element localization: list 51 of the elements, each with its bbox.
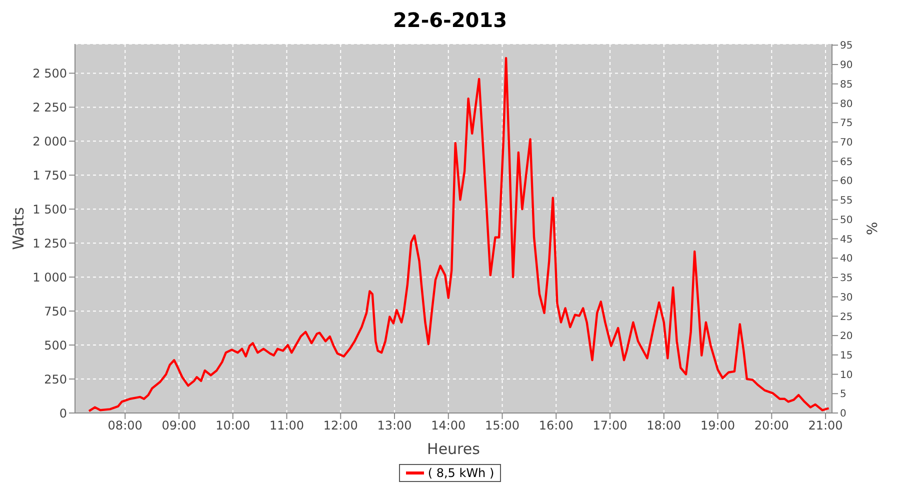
y2-tick-label: 35 xyxy=(840,273,853,284)
y-tick-label: 1 000 xyxy=(32,270,67,284)
y-tick-label: 750 xyxy=(44,304,67,318)
x-tick-label: 09:00 xyxy=(162,418,196,433)
y2-tick-label: 50 xyxy=(840,214,853,226)
chart-title: 22-6-2013 xyxy=(392,8,508,34)
x-tick-label: 16:00 xyxy=(538,418,574,433)
x-tick-label: 19:00 xyxy=(700,418,736,433)
y2-tick-label: 70 xyxy=(840,138,853,149)
x-tick-label: 20:00 xyxy=(754,418,789,433)
y2-tick-label: 65 xyxy=(840,156,853,168)
y2-tick-label: 45 xyxy=(840,234,853,246)
x-tick-label: 13:00 xyxy=(377,418,412,433)
y2-tick-label: 75 xyxy=(840,118,853,130)
y2-axis-title: % xyxy=(864,222,881,236)
y2-tick-label: 90 xyxy=(840,60,853,72)
y2-tick-label: 30 xyxy=(840,292,853,304)
x-tick-label: 14:00 xyxy=(431,418,466,433)
x-tick-label: 10:00 xyxy=(216,418,250,433)
y2-tick-label: 40 xyxy=(840,254,853,265)
line-series xyxy=(88,57,830,412)
y2-tick-label: 60 xyxy=(840,176,853,188)
x-tick-label: 12:00 xyxy=(323,418,358,433)
x-tick-label: 18:00 xyxy=(646,418,682,433)
y2-tick-label: 15 xyxy=(840,350,853,362)
y2-tick-label: 20 xyxy=(840,331,853,342)
x-axis-title: Heures xyxy=(427,440,480,458)
y-tick-label: 2 250 xyxy=(32,100,67,114)
x-tick-label: 17:00 xyxy=(592,418,628,433)
y-tick-label: 2 500 xyxy=(32,66,67,80)
y-tick-label: 500 xyxy=(44,338,67,352)
legend-label: ( 8,5 kWh ) xyxy=(428,466,494,480)
y-tick-label: 0 xyxy=(59,406,67,420)
y-tick-label: 1 750 xyxy=(32,168,67,182)
y2-tick-label: 5 xyxy=(840,389,846,400)
y2-tick-label: 80 xyxy=(840,98,853,110)
y2-tick-label: 0 xyxy=(840,408,846,420)
y2-tick-label: 95 xyxy=(840,40,853,52)
x-tick-label: 11:00 xyxy=(269,418,304,433)
x-tick-label: 21:00 xyxy=(808,418,843,433)
y2-tick-label: 85 xyxy=(840,79,853,90)
y2-tick-label: 25 xyxy=(840,312,853,323)
y-tick-label: 1 250 xyxy=(32,236,67,250)
y-tick-label: 250 xyxy=(44,372,67,386)
y-tick-label: 2 000 xyxy=(32,134,67,148)
y-axis-title: Watts xyxy=(9,207,28,250)
y-tick-label: 1 500 xyxy=(32,202,67,216)
y2-tick-label: 10 xyxy=(840,370,853,381)
x-tick-label: 08:00 xyxy=(108,418,142,433)
x-tick-label: 15:00 xyxy=(484,418,520,433)
y2-tick-label: 55 xyxy=(840,196,853,207)
